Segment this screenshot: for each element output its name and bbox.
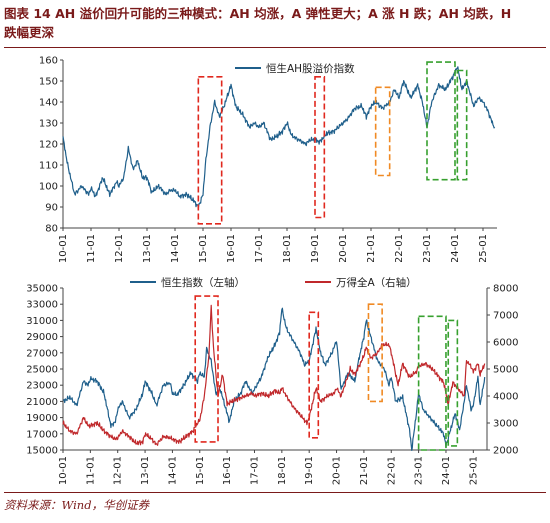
x-tick-label: 17-01 bbox=[254, 234, 265, 262]
series-line-1 bbox=[62, 304, 486, 446]
y-tick-label: 160 bbox=[39, 56, 58, 67]
figure-title-line-2: 跌幅更深 bbox=[4, 25, 55, 40]
x-tick-label: 22-01 bbox=[386, 456, 397, 485]
y-tick-label: 15000 bbox=[26, 446, 58, 457]
y-right-tick-label: 2000 bbox=[493, 446, 518, 457]
highlight-box-red bbox=[194, 295, 219, 443]
series-line-0 bbox=[62, 66, 496, 210]
x-tick-label: 13-01 bbox=[140, 456, 151, 485]
highlight-box-green bbox=[447, 319, 459, 447]
y-right-tick-label: 3000 bbox=[493, 419, 518, 430]
highlight-box-orange bbox=[374, 86, 391, 177]
x-tick-label: 23-01 bbox=[414, 456, 425, 485]
source-divider bbox=[4, 492, 546, 493]
y-tick-label: 25000 bbox=[26, 365, 58, 376]
x-tick-label: 19-01 bbox=[304, 456, 315, 485]
x-tick-label: 20-01 bbox=[332, 456, 343, 485]
x-tick-label: 20-01 bbox=[338, 234, 349, 262]
y-tick-label: 23000 bbox=[26, 381, 58, 392]
x-tick-label: 18-01 bbox=[282, 234, 293, 262]
x-tick-label: 12-01 bbox=[113, 456, 124, 485]
x-tick-label: 23-01 bbox=[422, 234, 433, 262]
x-tick-label: 14-01 bbox=[167, 456, 178, 485]
x-tick-label: 17-01 bbox=[249, 456, 260, 485]
highlight-box-green bbox=[456, 69, 468, 181]
legend-label-1: 万得全A（右轴） bbox=[336, 276, 417, 289]
highlight-box-green bbox=[426, 61, 456, 181]
y-tick-label: 21000 bbox=[26, 397, 58, 408]
title-divider bbox=[4, 47, 546, 48]
x-tick-label: 21-01 bbox=[366, 234, 377, 262]
figure-title: 图表 14 AH 溢价回升可能的三种模式：AH 均涨，A 弹性更大；A 涨 H … bbox=[4, 4, 546, 42]
x-tick-label: 24-01 bbox=[450, 234, 461, 262]
series-line-0 bbox=[63, 307, 486, 451]
y-right-tick-label: 7000 bbox=[493, 311, 518, 322]
y-right-tick-label: 5000 bbox=[493, 365, 518, 376]
highlight-box-red bbox=[197, 75, 223, 225]
x-tick-label: 19-01 bbox=[310, 234, 321, 262]
x-tick-label: 25-01 bbox=[468, 456, 479, 485]
x-tick-label: 10-01 bbox=[58, 234, 69, 262]
y-tick-label: 17000 bbox=[26, 429, 58, 440]
y-tick-label: 19000 bbox=[26, 413, 58, 424]
y-tick-label: 80 bbox=[45, 224, 58, 235]
x-tick-label: 13-01 bbox=[142, 234, 153, 262]
x-tick-label: 14-01 bbox=[170, 234, 181, 262]
source-note: 资料来源：Wind，华创证券 bbox=[4, 498, 150, 512]
y-tick-label: 31000 bbox=[26, 316, 58, 327]
y-tick-label: 120 bbox=[39, 140, 58, 151]
x-tick-label: 11-01 bbox=[85, 456, 96, 485]
x-tick-label: 18-01 bbox=[277, 456, 288, 485]
y-tick-label: 90 bbox=[45, 203, 58, 214]
y-tick-label: 130 bbox=[39, 119, 58, 130]
x-tick-label: 12-01 bbox=[114, 234, 125, 262]
figure-title-line-1: 图表 14 AH 溢价回升可能的三种模式：AH 均涨，A 弹性更大；A 涨 H … bbox=[4, 6, 512, 21]
x-tick-label: 15-01 bbox=[195, 456, 206, 485]
x-tick-label: 22-01 bbox=[394, 234, 405, 262]
highlight-box-red bbox=[308, 311, 320, 439]
y-right-tick-label: 8000 bbox=[493, 284, 518, 295]
y-tick-label: 140 bbox=[39, 98, 58, 109]
y-tick-label: 33000 bbox=[26, 300, 58, 311]
y-right-tick-label: 6000 bbox=[493, 338, 518, 349]
highlight-box-orange bbox=[367, 303, 383, 403]
legend-label-0: 恒生AH股溢价指数 bbox=[266, 62, 355, 75]
y-right-tick-label: 4000 bbox=[493, 392, 518, 403]
x-tick-label: 16-01 bbox=[226, 234, 237, 262]
x-tick-label: 25-01 bbox=[478, 234, 489, 262]
y-tick-label: 27000 bbox=[26, 348, 58, 359]
highlight-box-green bbox=[417, 315, 447, 451]
x-tick-label: 24-01 bbox=[441, 456, 452, 485]
y-tick-label: 29000 bbox=[26, 332, 58, 343]
hsi-vs-wind-a-chart: 15000 17000 19000 21000 23000 25000 27000 29000… bbox=[26, 276, 518, 485]
highlight-box-red bbox=[314, 75, 326, 219]
y-tick-label: 150 bbox=[39, 77, 58, 88]
y-tick-label: 110 bbox=[39, 161, 58, 172]
y-tick-label: 100 bbox=[39, 182, 58, 193]
x-tick-label: 15-01 bbox=[198, 234, 209, 262]
x-tick-label: 21-01 bbox=[359, 456, 370, 485]
y-tick-label: 35000 bbox=[26, 284, 58, 295]
x-tick-label: 11-01 bbox=[86, 234, 97, 262]
x-tick-label: 16-01 bbox=[222, 456, 233, 485]
x-tick-label: 10-01 bbox=[58, 456, 69, 485]
ah-premium-chart: 80 90 100 110 120 130 140 150 160 10-01 11-01 12-01… bbox=[39, 56, 497, 262]
legend-label-0: 恒生指数（左轴） bbox=[161, 276, 245, 289]
